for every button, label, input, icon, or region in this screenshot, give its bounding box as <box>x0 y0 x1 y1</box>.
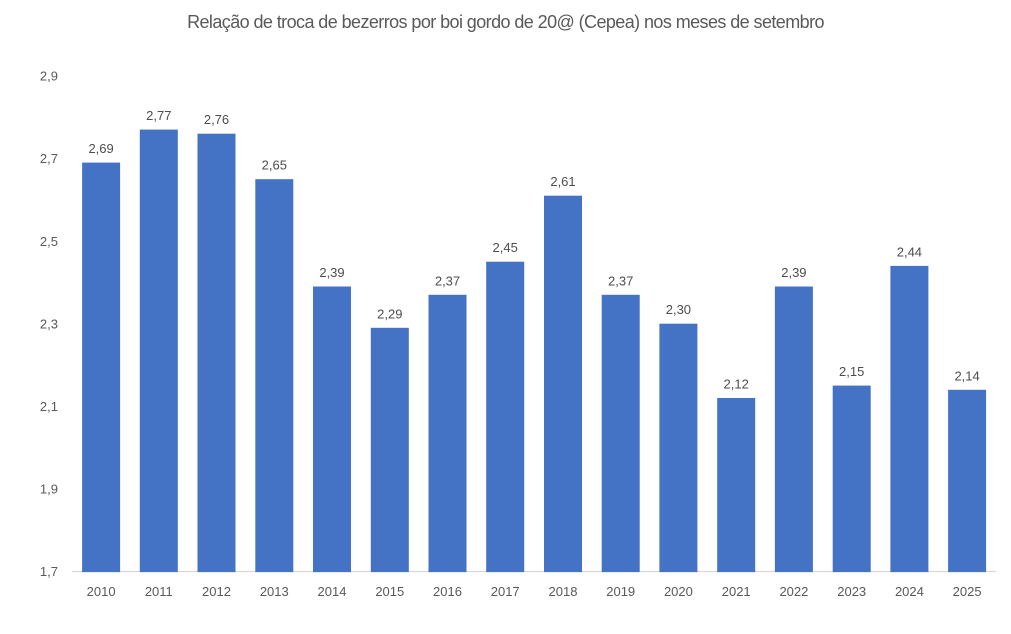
svg-text:2,3: 2,3 <box>40 316 58 331</box>
svg-text:2,61: 2,61 <box>550 174 575 189</box>
svg-text:2,30: 2,30 <box>666 302 691 317</box>
svg-text:2012: 2012 <box>202 584 231 599</box>
svg-text:2023: 2023 <box>837 584 866 599</box>
svg-text:Relação de troca de bezerros p: Relação de troca de bezerros por boi gor… <box>187 12 824 32</box>
svg-text:2,29: 2,29 <box>377 306 402 321</box>
svg-text:2,14: 2,14 <box>954 368 979 383</box>
svg-text:2,44: 2,44 <box>897 244 922 259</box>
svg-text:2025: 2025 <box>953 584 982 599</box>
svg-text:2018: 2018 <box>549 584 578 599</box>
svg-text:2,45: 2,45 <box>493 240 518 255</box>
svg-text:2,12: 2,12 <box>724 377 749 392</box>
svg-text:2,9: 2,9 <box>40 69 58 84</box>
svg-text:2016: 2016 <box>433 584 462 599</box>
svg-text:1,9: 1,9 <box>40 482 58 497</box>
svg-text:2013: 2013 <box>260 584 289 599</box>
svg-text:2,5: 2,5 <box>40 234 58 249</box>
svg-text:2,39: 2,39 <box>781 265 806 280</box>
svg-text:2,69: 2,69 <box>88 141 113 156</box>
svg-text:2011: 2011 <box>145 584 173 599</box>
svg-text:2019: 2019 <box>606 584 635 599</box>
svg-text:2010: 2010 <box>87 584 116 599</box>
svg-text:2021: 2021 <box>722 584 751 599</box>
svg-text:2,37: 2,37 <box>435 273 460 288</box>
svg-text:2,7: 2,7 <box>40 151 58 166</box>
svg-text:2,15: 2,15 <box>839 364 864 379</box>
svg-text:2024: 2024 <box>895 584 924 599</box>
svg-text:2,1: 2,1 <box>40 399 58 414</box>
svg-text:1,7: 1,7 <box>40 564 58 579</box>
svg-text:2,39: 2,39 <box>319 265 344 280</box>
svg-text:2020: 2020 <box>664 584 693 599</box>
svg-text:2,37: 2,37 <box>608 273 633 288</box>
svg-text:2014: 2014 <box>318 584 347 599</box>
svg-text:2022: 2022 <box>779 584 808 599</box>
svg-text:2015: 2015 <box>375 584 404 599</box>
svg-text:2,77: 2,77 <box>146 108 171 123</box>
svg-text:2017: 2017 <box>491 584 520 599</box>
svg-text:2,65: 2,65 <box>262 158 287 173</box>
svg-text:2,76: 2,76 <box>204 112 229 127</box>
